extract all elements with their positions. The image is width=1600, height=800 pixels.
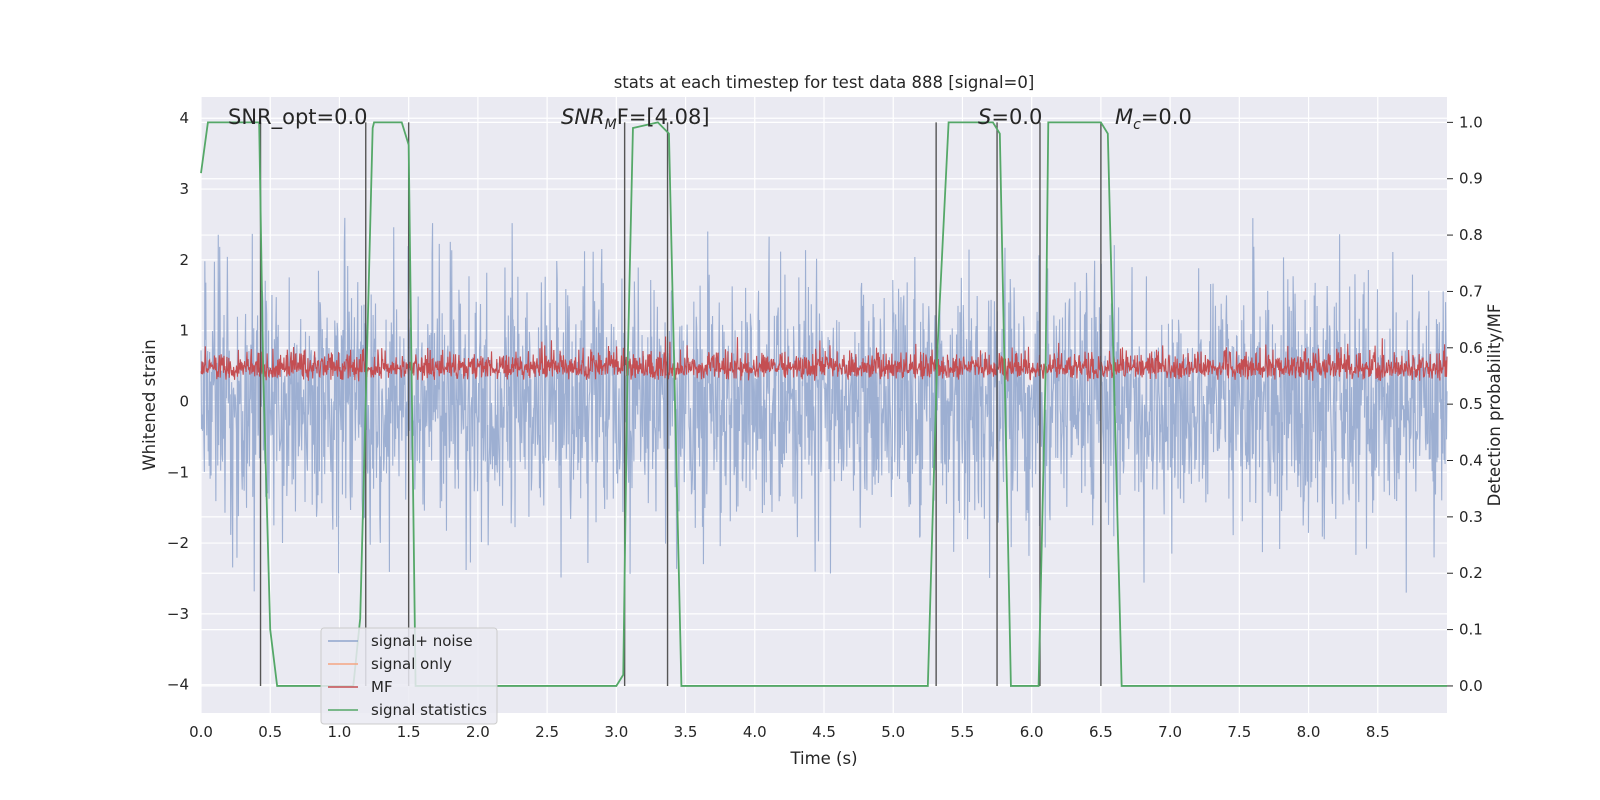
annotation-snr-mf-rest: F=[4.08]: [617, 105, 710, 129]
y-tick-label: 4: [179, 109, 189, 127]
annotation-s-symbol: S: [978, 105, 991, 129]
annotation-mc-symbol: M: [1115, 105, 1133, 129]
x-tick-label: 1.5: [397, 723, 421, 741]
y2-tick-label: 0.6: [1459, 339, 1483, 357]
y2-tick-label: 0.3: [1459, 508, 1483, 526]
series-signal-statistics: [200, 121, 1447, 687]
legend-label-signal-noise: signal+ noise: [371, 632, 473, 650]
y-tick-label: −4: [167, 676, 189, 694]
x-tick-label: 7.5: [1227, 723, 1251, 741]
annotation-s: S=0.0: [978, 105, 1042, 129]
x-tick-label: 3.0: [604, 723, 628, 741]
y-tick-label: 3: [179, 180, 189, 198]
y2-tick-label: 0.5: [1459, 395, 1483, 413]
x-tick-label: 4.5: [812, 723, 836, 741]
legend-label-signal-statistics: signal statistics: [371, 701, 487, 719]
y2-tick-label: 0.7: [1459, 282, 1483, 300]
x-tick-label: 0.0: [189, 723, 213, 741]
y2-tick-label: 0.8: [1459, 226, 1483, 244]
y-axis-label: Whitened strain: [140, 339, 159, 470]
legend-label-signal-only: signal only: [371, 655, 452, 673]
y2-tick-label: 0.4: [1459, 452, 1483, 470]
legend-box: [320, 627, 498, 725]
annotation-snr-mf-sub: M: [605, 117, 617, 133]
y2-tick-label: 0.0: [1459, 677, 1483, 695]
x-tick-label: 1.0: [328, 723, 352, 741]
x-tick-label: 6.5: [1089, 723, 1113, 741]
y2-tick-label: 0.1: [1459, 621, 1483, 639]
y-tick-label: −3: [167, 605, 189, 623]
y2-tick-label: 0.9: [1459, 170, 1483, 188]
chart-title: stats at each timestep for test data 888…: [614, 73, 1035, 92]
legend: signal+ noise signal only MF signal stat…: [320, 627, 498, 725]
y-tick-label: −1: [167, 463, 189, 481]
x-tick-label: 8.5: [1366, 723, 1390, 741]
y2-tick-label: 1.0: [1459, 113, 1483, 131]
x-axis-label: Time (s): [789, 749, 857, 768]
signal-statistics-line: [200, 121, 1447, 687]
x-tick-label: 5.5: [951, 723, 975, 741]
annotation-mc: Mc=0.0: [1115, 105, 1192, 133]
y2-axis-label: Detection probability/MF: [1485, 304, 1504, 507]
y-tick-label: 2: [179, 251, 189, 269]
y-tick-label: 1: [179, 322, 189, 340]
x-tick-label: 0.5: [258, 723, 282, 741]
x-tick-label: 2.0: [466, 723, 490, 741]
annotation-mc-rest: =0.0: [1141, 105, 1192, 129]
x-tick-label: 6.0: [1020, 723, 1044, 741]
x-tick-label: 7.0: [1158, 723, 1182, 741]
x-tick-label: 4.0: [743, 723, 767, 741]
x-tick-label: 2.5: [535, 723, 559, 741]
annotation-snr-mf-symbol: SNR: [561, 105, 605, 129]
x-tick-label: 5.0: [881, 723, 905, 741]
annotation-snr-mf: SNRMF=[4.08]: [561, 105, 710, 133]
grid: [200, 97, 1447, 713]
legend-label-mf: MF: [371, 678, 393, 696]
y-tick-label: −2: [167, 534, 189, 552]
ticks: 0.0 0.5 1.0 1.5 2.0 2.5 3.0 3.5 4.0 4.5 5.0 5.5 6.0 6…: [167, 109, 1483, 741]
annotation-s-rest: =0.0: [991, 105, 1042, 129]
annotation-snr-opt: SNR_opt=0.0: [228, 105, 368, 130]
x-tick-label: 3.5: [674, 723, 698, 741]
y-tick-label: 0: [179, 392, 189, 410]
y2-tick-label: 0.2: [1459, 564, 1483, 582]
annotation-mc-sub: c: [1133, 117, 1141, 133]
x-tick-label: 8.0: [1297, 723, 1321, 741]
